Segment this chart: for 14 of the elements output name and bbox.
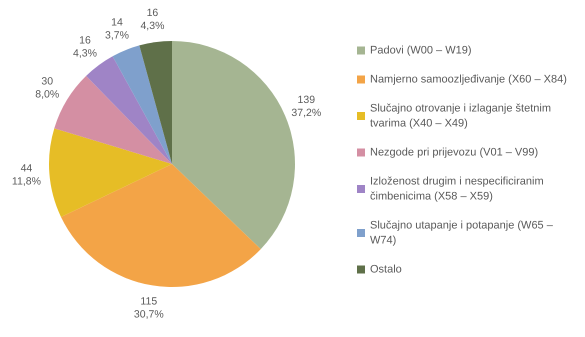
- legend-label: Slučajno otrovanje i izlaganje štetnim tvarima (X40 – X49): [370, 102, 554, 130]
- data-label: 16 4,3%: [73, 34, 97, 60]
- legend-label: Slučajno utapanje i potapanje (W65 – W74): [370, 220, 556, 246]
- legend-label: Izloženost drugim i nespecificiranim čimbenicima (X58 – X59): [370, 176, 547, 202]
- legend-label: Ostalo: [370, 264, 402, 276]
- data-label: 30 8,0%: [35, 76, 60, 101]
- legend-label: Namjerno samoozljeđivanje (X60 – X84): [370, 74, 567, 86]
- data-label: 14 3,7%: [105, 16, 129, 42]
- legend-label: Padovi (W00 – W19): [370, 44, 472, 56]
- data-label: 16 4,3%: [140, 6, 164, 32]
- data-label: 139 37,2%: [291, 94, 322, 120]
- data-label: 115 30,7%: [134, 296, 164, 321]
- legend-label: Nezgode pri prijevozu (V01 – V99): [370, 146, 538, 158]
- data-label: 44 11,8%: [12, 162, 41, 188]
